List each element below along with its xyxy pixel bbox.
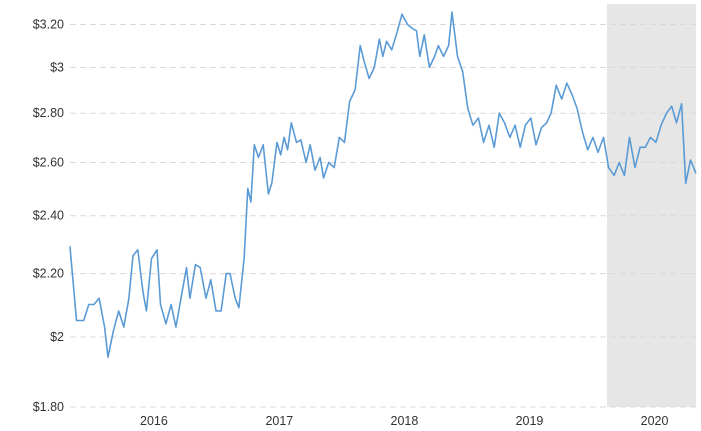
y-tick-label: $3.20 xyxy=(33,17,64,31)
x-tick-label: 2018 xyxy=(391,414,419,428)
y-tick-label: $2.80 xyxy=(33,106,64,120)
y-tick-label: $2.40 xyxy=(33,209,64,223)
series-line xyxy=(69,11,697,359)
y-tick-label: $2.20 xyxy=(33,267,64,281)
y-tick-label: $1.80 xyxy=(33,400,64,414)
shaded-region xyxy=(606,4,696,407)
y-tick-label: $2.60 xyxy=(33,156,64,170)
y-tick-label: $2 xyxy=(50,330,64,344)
x-tick-label: 2019 xyxy=(516,414,544,428)
x-tick-label: 2017 xyxy=(265,414,293,428)
x-tick-label: 2016 xyxy=(140,414,168,428)
x-tick-label: 2020 xyxy=(641,414,669,428)
y-tick-label: $3 xyxy=(50,60,64,74)
